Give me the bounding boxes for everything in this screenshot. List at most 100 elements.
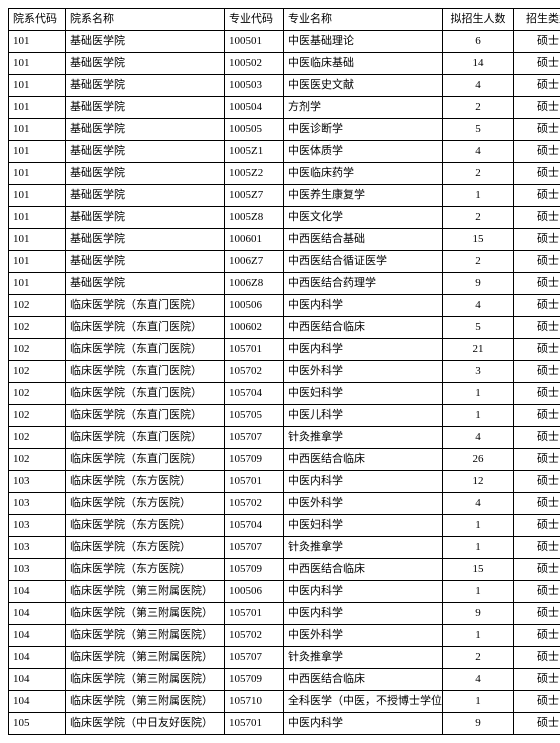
cell-major_code: 100504 xyxy=(225,97,284,119)
cell-major_name: 中西医结合临床 xyxy=(284,559,443,581)
cell-count: 1 xyxy=(443,405,514,427)
cell-dept_name: 临床医学院（东直门医院） xyxy=(66,317,225,339)
cell-type: 硕士 xyxy=(514,361,560,383)
cell-dept_name: 基础医学院 xyxy=(66,163,225,185)
cell-major_name: 针灸推拿学 xyxy=(284,647,443,669)
cell-count: 1 xyxy=(443,185,514,207)
cell-major_name: 中西医结合循证医学 xyxy=(284,251,443,273)
cell-major_name: 中医外科学 xyxy=(284,493,443,515)
cell-major_code: 1006Z7 xyxy=(225,251,284,273)
cell-count: 12 xyxy=(443,471,514,493)
cell-major_name: 方剂学 xyxy=(284,97,443,119)
table-row: 104临床医学院（第三附属医院）105702中医外科学1硕士 xyxy=(9,625,560,647)
cell-dept_code: 101 xyxy=(9,53,66,75)
cell-dept_name: 基础医学院 xyxy=(66,141,225,163)
cell-major_code: 100505 xyxy=(225,119,284,141)
cell-type: 硕士 xyxy=(514,339,560,361)
cell-major_code: 105705 xyxy=(225,405,284,427)
cell-dept_code: 101 xyxy=(9,119,66,141)
cell-dept_code: 104 xyxy=(9,581,66,603)
cell-major_name: 中医养生康复学 xyxy=(284,185,443,207)
table-row: 102临床医学院（东直门医院）100506中医内科学4硕士 xyxy=(9,295,560,317)
cell-type: 硕士 xyxy=(514,405,560,427)
cell-dept_name: 临床医学院（东直门医院） xyxy=(66,427,225,449)
cell-dept_name: 基础医学院 xyxy=(66,31,225,53)
cell-count: 9 xyxy=(443,713,514,735)
table-row: 101基础医学院100503中医医史文献4硕士 xyxy=(9,75,560,97)
cell-dept_name: 临床医学院（第三附属医院） xyxy=(66,581,225,603)
cell-dept_code: 101 xyxy=(9,75,66,97)
cell-major_code: 105701 xyxy=(225,339,284,361)
cell-dept_code: 101 xyxy=(9,251,66,273)
cell-count: 15 xyxy=(443,559,514,581)
cell-type: 硕士 xyxy=(514,251,560,273)
cell-major_code: 1005Z7 xyxy=(225,185,284,207)
table-row: 104临床医学院（第三附属医院）100506中医内科学1硕士 xyxy=(9,581,560,603)
cell-major_name: 中医体质学 xyxy=(284,141,443,163)
cell-dept_name: 基础医学院 xyxy=(66,119,225,141)
cell-major_name: 中医医史文献 xyxy=(284,75,443,97)
cell-count: 9 xyxy=(443,273,514,295)
cell-major_code: 105701 xyxy=(225,603,284,625)
cell-count: 1 xyxy=(443,625,514,647)
cell-count: 2 xyxy=(443,647,514,669)
cell-type: 硕士 xyxy=(514,185,560,207)
cell-type: 硕士 xyxy=(514,229,560,251)
cell-major_code: 100503 xyxy=(225,75,284,97)
cell-dept_name: 临床医学院（东直门医院） xyxy=(66,339,225,361)
cell-dept_code: 103 xyxy=(9,471,66,493)
cell-dept_code: 102 xyxy=(9,427,66,449)
cell-major_code: 105707 xyxy=(225,537,284,559)
cell-dept_code: 103 xyxy=(9,493,66,515)
table-row: 101基础医学院100505中医诊断学5硕士 xyxy=(9,119,560,141)
cell-type: 硕士 xyxy=(514,471,560,493)
cell-dept_code: 104 xyxy=(9,647,66,669)
cell-dept_name: 基础医学院 xyxy=(66,229,225,251)
cell-major_code: 100506 xyxy=(225,581,284,603)
cell-type: 硕士 xyxy=(514,273,560,295)
cell-major_name: 中医儿科学 xyxy=(284,405,443,427)
cell-major_code: 105702 xyxy=(225,493,284,515)
cell-major_code: 105701 xyxy=(225,713,284,735)
cell-dept_name: 基础医学院 xyxy=(66,75,225,97)
cell-type: 硕士 xyxy=(514,603,560,625)
cell-major_name: 针灸推拿学 xyxy=(284,537,443,559)
cell-dept_code: 101 xyxy=(9,207,66,229)
cell-dept_code: 105 xyxy=(9,713,66,735)
cell-major_name: 中医妇科学 xyxy=(284,515,443,537)
cell-dept_code: 103 xyxy=(9,537,66,559)
cell-dept_name: 临床医学院（东直门医院） xyxy=(66,383,225,405)
cell-major_name: 中西医结合药理学 xyxy=(284,273,443,295)
cell-major_code: 105710 xyxy=(225,691,284,713)
enrollment-table: 院系代码院系名称专业代码专业名称拟招生人数招生类型 101基础医学院100501… xyxy=(8,8,560,735)
cell-major_name: 针灸推拿学 xyxy=(284,427,443,449)
table-row: 101基础医学院100601中西医结合基础15硕士 xyxy=(9,229,560,251)
cell-major_name: 中医文化学 xyxy=(284,207,443,229)
cell-type: 硕士 xyxy=(514,383,560,405)
cell-type: 硕士 xyxy=(514,625,560,647)
cell-type: 硕士 xyxy=(514,493,560,515)
cell-dept_code: 104 xyxy=(9,669,66,691)
table-row: 101基础医学院100502中医临床基础14硕士 xyxy=(9,53,560,75)
cell-major_name: 中医内科学 xyxy=(284,471,443,493)
cell-dept_code: 102 xyxy=(9,295,66,317)
cell-dept_name: 临床医学院（中日友好医院） xyxy=(66,713,225,735)
cell-dept_code: 101 xyxy=(9,273,66,295)
header-major_code: 专业代码 xyxy=(225,9,284,31)
cell-type: 硕士 xyxy=(514,97,560,119)
cell-major_code: 105702 xyxy=(225,361,284,383)
cell-dept_name: 基础医学院 xyxy=(66,185,225,207)
header-dept_name: 院系名称 xyxy=(66,9,225,31)
table-row: 103临床医学院（东方医院）105709中西医结合临床15硕士 xyxy=(9,559,560,581)
cell-major_name: 中医内科学 xyxy=(284,339,443,361)
cell-dept_name: 临床医学院（第三附属医院） xyxy=(66,691,225,713)
table-row: 101基础医学院1005Z8中医文化学2硕士 xyxy=(9,207,560,229)
table-row: 102临床医学院（东直门医院）105705中医儿科学1硕士 xyxy=(9,405,560,427)
cell-major_name: 中医内科学 xyxy=(284,603,443,625)
cell-count: 1 xyxy=(443,581,514,603)
cell-major_name: 中医内科学 xyxy=(284,581,443,603)
cell-dept_code: 102 xyxy=(9,339,66,361)
cell-dept_code: 104 xyxy=(9,691,66,713)
cell-dept_name: 临床医学院（第三附属医院） xyxy=(66,647,225,669)
cell-count: 5 xyxy=(443,317,514,339)
